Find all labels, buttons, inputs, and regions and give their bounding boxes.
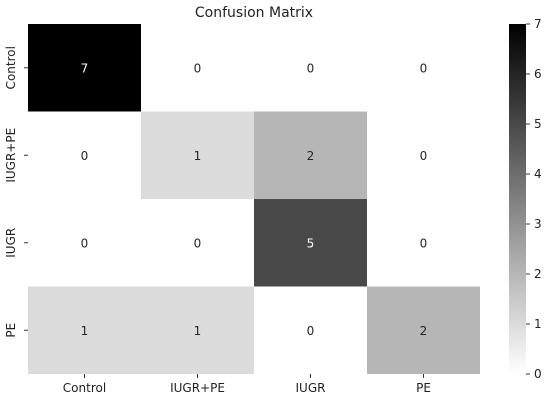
heatmap-cell-3-2 — [254, 286, 367, 374]
cell-value-label-2-3: 0 — [420, 236, 428, 250]
y-tick-label: IUGR — [4, 228, 18, 258]
cell-value-label-0-2: 0 — [307, 61, 315, 75]
colorbar-tick-label: 1 — [534, 317, 542, 331]
cell-value-label-2-1: 0 — [194, 236, 202, 250]
colorbar-tick-label: 7 — [534, 17, 542, 31]
colorbar-tick-label: 5 — [534, 117, 542, 131]
heatmap-cell-2-0 — [28, 199, 141, 287]
cell-value-label-3-3: 2 — [420, 324, 428, 338]
y-tick-label: IUGR+PE — [4, 128, 18, 183]
heatmap-cell-1-0 — [28, 111, 141, 199]
chart-title: Confusion Matrix — [195, 5, 313, 21]
x-tick-label: IUGR+PE — [170, 381, 225, 395]
heatmap-cell-3-1 — [141, 286, 254, 374]
y-axis: Control IUGR+PE IUGR PE — [4, 46, 28, 338]
cell-value-label-1-3: 0 — [420, 149, 428, 163]
x-tick-label: Control — [63, 381, 106, 395]
cell-value-label-3-0: 1 — [81, 324, 89, 338]
heatmap-cells — [28, 24, 480, 374]
heatmap-cell-2-2 — [254, 199, 367, 287]
heatmap-cell-2-1 — [141, 199, 254, 287]
y-tick-label: Control — [4, 46, 18, 89]
x-tick-label: PE — [416, 381, 431, 395]
cell-value-label-2-2: 5 — [307, 236, 315, 250]
heatmap-cell-0-1 — [141, 24, 254, 112]
colorbar-tick-label: 0 — [534, 367, 542, 381]
colorbar-tick-label: 6 — [534, 67, 542, 81]
cell-value-label-0-3: 0 — [420, 61, 428, 75]
y-tick-label: PE — [4, 323, 18, 338]
heatmap-cell-3-0 — [28, 286, 141, 374]
heatmap-cell-1-3 — [367, 111, 480, 199]
cell-value-label-3-1: 1 — [194, 324, 202, 338]
colorbar-tick-label: 4 — [534, 167, 542, 181]
heatmap-cell-3-3 — [367, 286, 480, 374]
x-axis: Control IUGR+PE IUGR PE — [63, 374, 431, 395]
heatmap-cell-0-3 — [367, 24, 480, 112]
cell-value-label-1-1: 1 — [194, 149, 202, 163]
cell-value-label-3-2: 0 — [307, 324, 315, 338]
cell-value-label-0-1: 0 — [194, 61, 202, 75]
heatmap-cell-0-2 — [254, 24, 367, 112]
colorbar: 0 1 2 3 4 5 6 7 — [509, 17, 542, 381]
heatmap-cell-2-3 — [367, 199, 480, 287]
heatmap-cell-0-0 — [28, 24, 141, 112]
heatmap-cell-1-2 — [254, 111, 367, 199]
heatmap-value-labels: 7 0 0 0 0 1 2 0 0 0 5 0 1 1 0 2 — [81, 61, 428, 338]
colorbar-tick-label: 2 — [534, 267, 542, 281]
cell-value-label-2-0: 0 — [81, 236, 89, 250]
cell-value-label-1-0: 0 — [81, 149, 89, 163]
colorbar-gradient — [509, 24, 526, 374]
heatmap-cell-1-1 — [141, 111, 254, 199]
cell-value-label-0-0: 7 — [81, 61, 89, 75]
cell-value-label-1-2: 2 — [307, 149, 315, 163]
x-tick-label: IUGR — [296, 381, 326, 395]
colorbar-tick-label: 3 — [534, 217, 542, 231]
